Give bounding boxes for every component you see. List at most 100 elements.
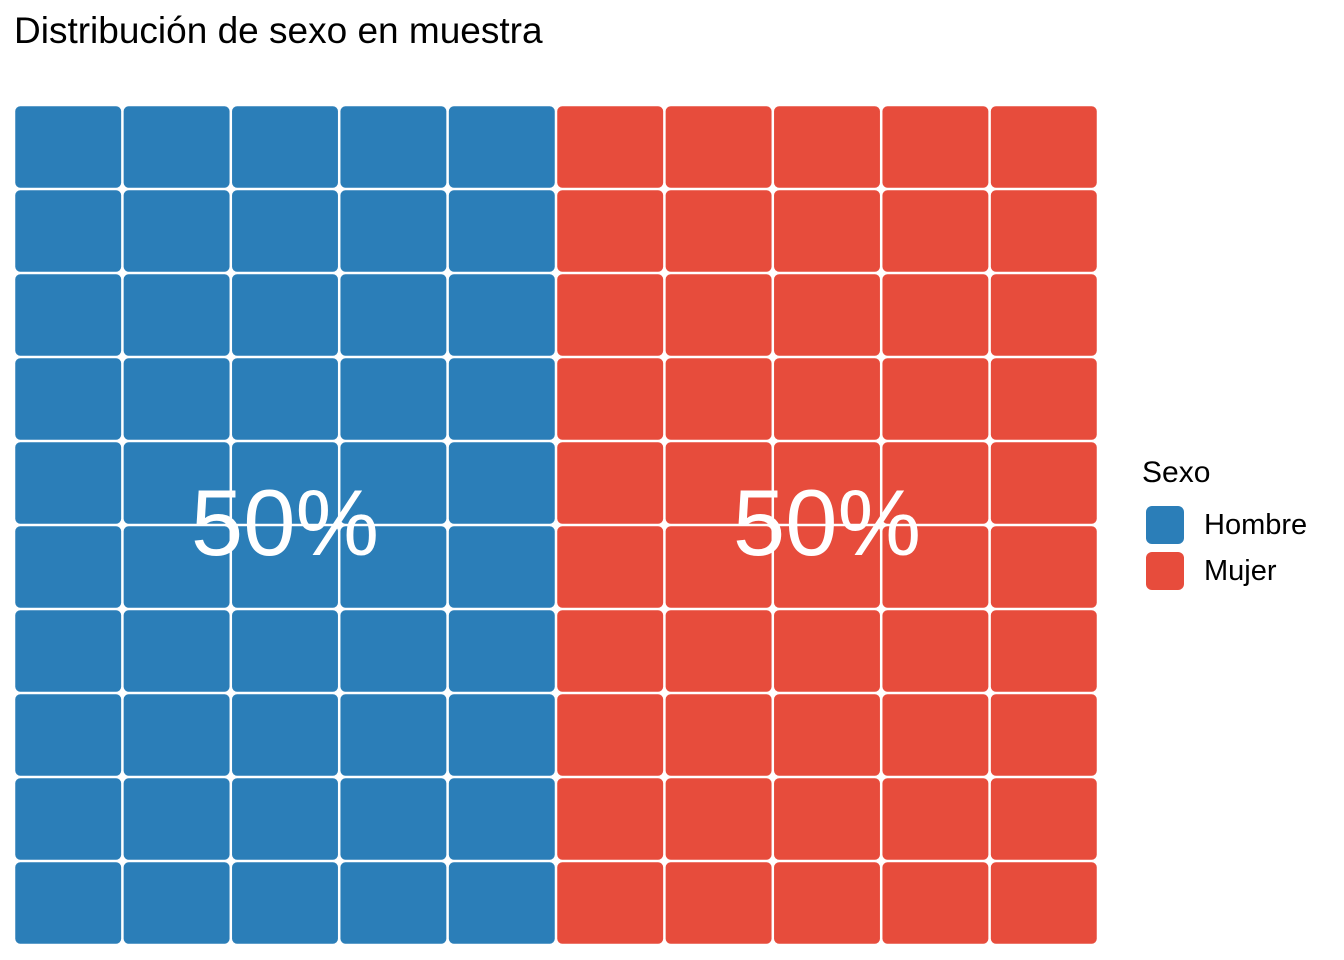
waffle-tile-mujer [665,190,772,272]
waffle-tile-mujer [665,610,772,692]
waffle-tile-hombre [340,610,447,692]
waffle-tile-hombre [340,694,447,776]
waffle-tile-mujer [990,274,1097,356]
waffle-tile-mujer [882,610,989,692]
waffle-tile-hombre [340,526,447,608]
waffle-tile-mujer [990,862,1097,944]
waffle-tile-hombre [123,358,230,440]
waffle-tile-mujer [774,442,880,524]
legend-title: Sexo [1142,456,1211,489]
waffle-tile-mujer [557,862,664,944]
waffle-tile-hombre [15,526,122,608]
waffle-tile-hombre [448,358,555,440]
waffle-chart: 50% 50% [15,106,1097,944]
waffle-tile-hombre [232,442,338,524]
waffle-tile-hombre [340,274,447,356]
waffle-tile-hombre [232,526,338,608]
waffle-tile-hombre [340,106,447,188]
waffle-tile-mujer [990,778,1097,860]
legend-item-hombre: Hombre [1142,502,1307,548]
waffle-tile-hombre [123,694,230,776]
waffle-tile-hombre [15,778,122,860]
waffle-tile-hombre [123,106,230,188]
waffle-tile-mujer [990,442,1097,524]
waffle-tile-hombre [232,862,338,944]
waffle-tile-mujer [882,778,989,860]
waffle-tiles [15,106,1097,944]
waffle-tile-mujer [774,610,880,692]
waffle-tile-hombre [123,862,230,944]
waffle-tile-hombre [232,778,338,860]
waffle-tile-hombre [448,190,555,272]
waffle-tile-mujer [557,610,664,692]
waffle-tile-mujer [882,694,989,776]
waffle-tile-hombre [232,610,338,692]
waffle-tile-hombre [15,358,122,440]
waffle-tile-mujer [774,862,880,944]
waffle-tile-hombre [340,190,447,272]
waffle-tile-mujer [557,526,664,608]
waffle-tile-hombre [448,274,555,356]
waffle-tile-hombre [340,778,447,860]
waffle-tile-mujer [557,442,664,524]
waffle-tile-hombre [15,190,122,272]
legend-key-mujer [1146,552,1184,590]
waffle-tile-hombre [123,190,230,272]
waffle-tile-mujer [665,106,772,188]
legend-label-hombre: Hombre [1204,508,1308,541]
waffle-tile-mujer [665,358,772,440]
waffle-tile-mujer [557,778,664,860]
waffle-tile-mujer [665,274,772,356]
waffle-tile-hombre [448,526,555,608]
waffle-tile-hombre [232,358,338,440]
waffle-tile-mujer [774,526,880,608]
waffle-tile-mujer [557,106,664,188]
waffle-tile-mujer [557,694,664,776]
waffle-tile-hombre [15,274,122,356]
waffle-tile-hombre [448,442,555,524]
waffle-tile-mujer [882,862,989,944]
waffle-tile-hombre [15,694,122,776]
waffle-tile-mujer [882,190,989,272]
legend-item-mujer: Mujer [1142,548,1307,594]
waffle-tile-mujer [774,190,880,272]
waffle-tile-mujer [882,106,989,188]
waffle-tile-hombre [123,610,230,692]
waffle-tile-mujer [665,526,772,608]
waffle-tile-hombre [123,526,230,608]
waffle-tile-mujer [774,106,880,188]
waffle-tile-mujer [557,358,664,440]
waffle-tile-mujer [990,526,1097,608]
percent-labels: 50% 50% [191,470,921,575]
waffle-tile-hombre [340,442,447,524]
waffle-tile-mujer [665,862,772,944]
waffle-tile-mujer [990,694,1097,776]
waffle-tile-hombre [232,694,338,776]
waffle-tile-mujer [882,274,989,356]
waffle-tile-mujer [774,694,880,776]
waffle-tile-hombre [15,106,122,188]
waffle-tile-mujer [665,694,772,776]
waffle-tile-hombre [448,106,555,188]
legend-label-mujer: Mujer [1204,554,1277,587]
waffle-tile-hombre [232,274,338,356]
waffle-tile-mujer [882,526,989,608]
waffle-tile-mujer [665,442,772,524]
waffle-tile-mujer [774,358,880,440]
waffle-tile-hombre [448,610,555,692]
waffle-tile-mujer [882,442,989,524]
waffle-tile-mujer [774,778,880,860]
waffle-tile-hombre [123,274,230,356]
waffle-tile-mujer [990,610,1097,692]
waffle-tile-hombre [448,862,555,944]
waffle-tile-mujer [665,778,772,860]
waffle-tile-hombre [15,442,122,524]
waffle-tile-hombre [123,778,230,860]
waffle-tile-mujer [990,190,1097,272]
percent-label-mujer: 50% [733,470,921,575]
waffle-tile-hombre [340,358,447,440]
legend: Sexo Hombre Mujer [1142,456,1307,594]
chart-title: Distribución de sexo en muestra [14,10,543,51]
waffle-tile-hombre [15,610,122,692]
percent-label-hombre: 50% [191,470,379,575]
